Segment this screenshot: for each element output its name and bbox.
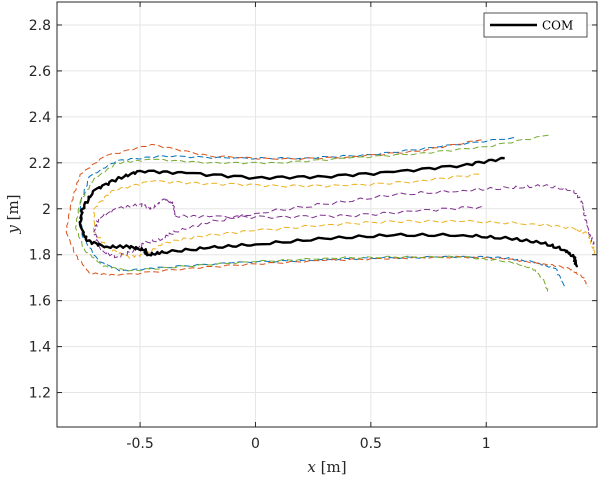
series-line-trajectory <box>79 137 566 288</box>
series-line-trajectory <box>92 173 596 259</box>
y-axis-label: y [m] <box>4 194 22 234</box>
legend-label-com: COM <box>542 19 573 33</box>
y-tick-label: 1.8 <box>29 248 51 264</box>
x-tick-label: 1 <box>482 436 491 452</box>
x-axis-label: x [m] <box>307 458 346 476</box>
y-ticks: 1.2 1.4 1.6 1.8 2 2.2 2.4 2.6 2.8 <box>29 18 597 402</box>
series-layer <box>65 134 596 295</box>
y-tick-label: 1.2 <box>29 386 51 402</box>
y-tick-label: 1.4 <box>29 340 51 356</box>
y-axis-unit: [m] <box>4 194 22 225</box>
x-axis-var: x <box>307 458 316 476</box>
series-line-com <box>78 156 578 268</box>
y-axis-var: y <box>4 225 22 235</box>
plot-background <box>57 2 597 427</box>
series-line-trajectory <box>75 134 549 295</box>
y-tick-label: 2 <box>42 202 51 218</box>
legend: COM <box>483 12 588 38</box>
series-line-trajectory <box>65 139 589 288</box>
y-tick-label: 1.6 <box>29 294 51 310</box>
x-ticks: -0.5 0 0.5 1 <box>126 2 491 452</box>
x-tick-label: 0 <box>251 436 260 452</box>
x-tick-label: -0.5 <box>126 436 153 452</box>
y-tick-label: 2.8 <box>29 18 51 34</box>
x-axis-unit: [m] <box>316 458 347 476</box>
y-tick-label: 2.2 <box>29 156 51 172</box>
plot-frame <box>56 1 598 428</box>
y-tick-label: 2.4 <box>29 110 51 126</box>
x-tick-label: 0.5 <box>360 436 382 452</box>
y-tick-label: 2.6 <box>29 64 51 80</box>
